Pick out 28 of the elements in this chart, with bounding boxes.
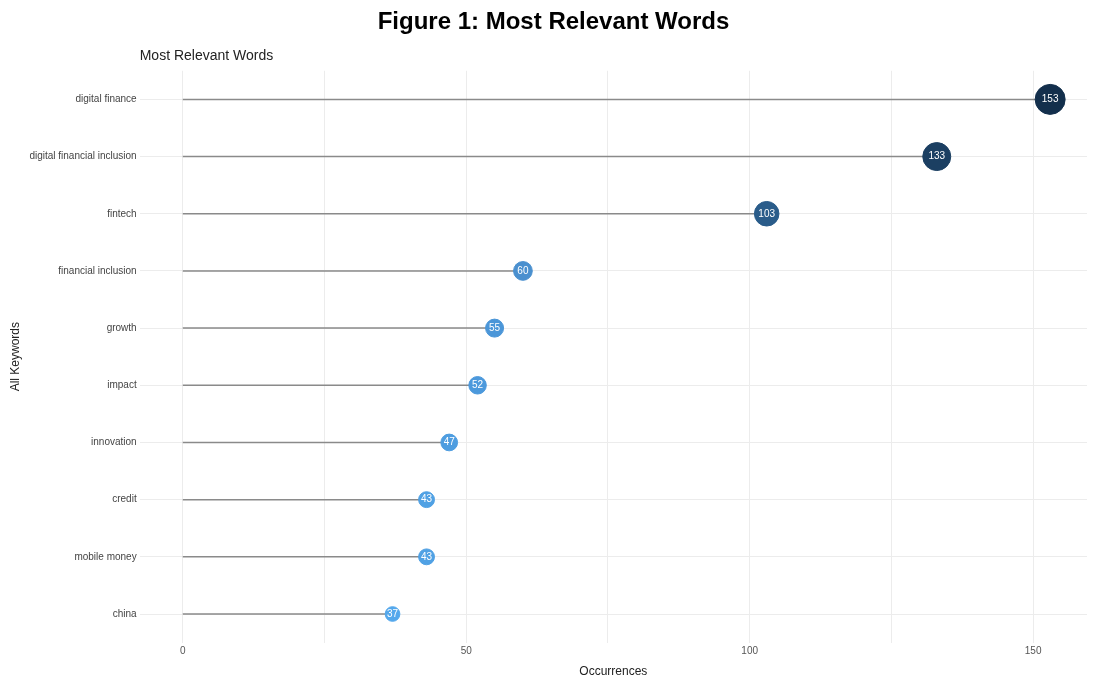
data-label: 43 xyxy=(420,550,433,562)
y-tick-label: digital finance xyxy=(75,93,138,105)
y-tick-label: innovation xyxy=(91,436,137,448)
chart-subtitle: Most Relevant Words xyxy=(139,46,274,63)
data-label: 52 xyxy=(472,379,484,391)
x-tick-label: 100 xyxy=(741,645,759,657)
x-tick-label: 50 xyxy=(460,645,473,657)
y-tick-label: mobile money xyxy=(74,550,137,562)
x-tick-label: 0 xyxy=(179,645,186,657)
y-tick-label: impact xyxy=(107,379,137,391)
y-tick-label: growth xyxy=(106,321,137,333)
data-label: 60 xyxy=(517,264,529,276)
data-label: 37 xyxy=(386,607,399,619)
x-axis-title: Occurrences xyxy=(579,664,648,679)
y-tick-label: china xyxy=(112,607,138,619)
x-tick-label: 150 xyxy=(1024,645,1042,657)
chart-title: Figure 1: Most Relevant Words xyxy=(377,7,730,35)
y-tick-label: fintech xyxy=(107,207,137,219)
data-label: 103 xyxy=(758,207,776,219)
data-label: 153 xyxy=(1041,93,1059,105)
y-tick-label: financial inclusion xyxy=(58,264,137,276)
y-tick-label: digital financial inclusion xyxy=(29,150,137,162)
data-label: 47 xyxy=(443,436,456,448)
y-axis-title: All Keywords xyxy=(7,322,22,392)
data-label: 43 xyxy=(420,493,433,505)
data-label: 55 xyxy=(489,321,501,333)
y-tick-label: credit xyxy=(112,493,137,505)
data-label: 133 xyxy=(928,150,946,162)
